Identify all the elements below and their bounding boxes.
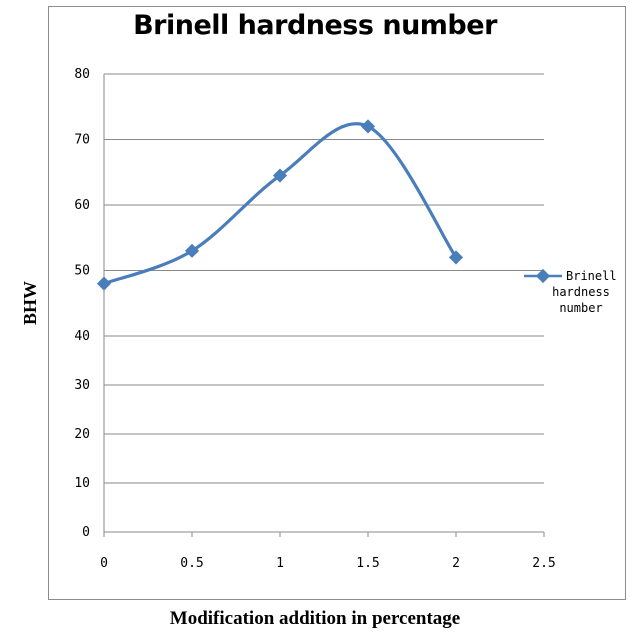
chart-title: Brinell hardness number [133, 10, 497, 41]
y-tick-label: 80 [74, 67, 90, 82]
x-tick-label: 0 [100, 556, 108, 571]
y-tick-label: 60 [74, 198, 90, 213]
x-tick-label: 2.5 [532, 556, 555, 571]
legend-label-line1: Brinell [566, 269, 617, 283]
y-tick-label: 10 [74, 476, 90, 491]
legend-label-line2: hardness [552, 285, 610, 299]
y-tick-label: 20 [74, 427, 90, 442]
x-tick-label: 1.5 [356, 556, 379, 571]
y-tick-label: 50 [74, 264, 90, 279]
data-point [96, 276, 112, 291]
y-tick-label: 30 [74, 378, 90, 393]
legend-marker-icon [524, 268, 562, 284]
data-point [360, 119, 376, 134]
data-point [184, 243, 200, 258]
legend-label-line3: number [559, 301, 603, 315]
x-tick-label: 0.5 [180, 556, 203, 571]
data-point [448, 250, 464, 265]
y-tick-label: 40 [74, 329, 90, 344]
x-tick-label: 1 [276, 556, 284, 571]
legend: Brinell hardness number [522, 268, 626, 316]
data-point [272, 168, 288, 183]
series-line [103, 122, 458, 286]
chart-frame [48, 6, 626, 600]
y-tick-label: 0 [82, 525, 90, 540]
x-tick-label: 2 [452, 556, 460, 571]
y-tick-label: 70 [74, 133, 90, 148]
x-axis-label: Modification addition in percentage [169, 608, 461, 629]
